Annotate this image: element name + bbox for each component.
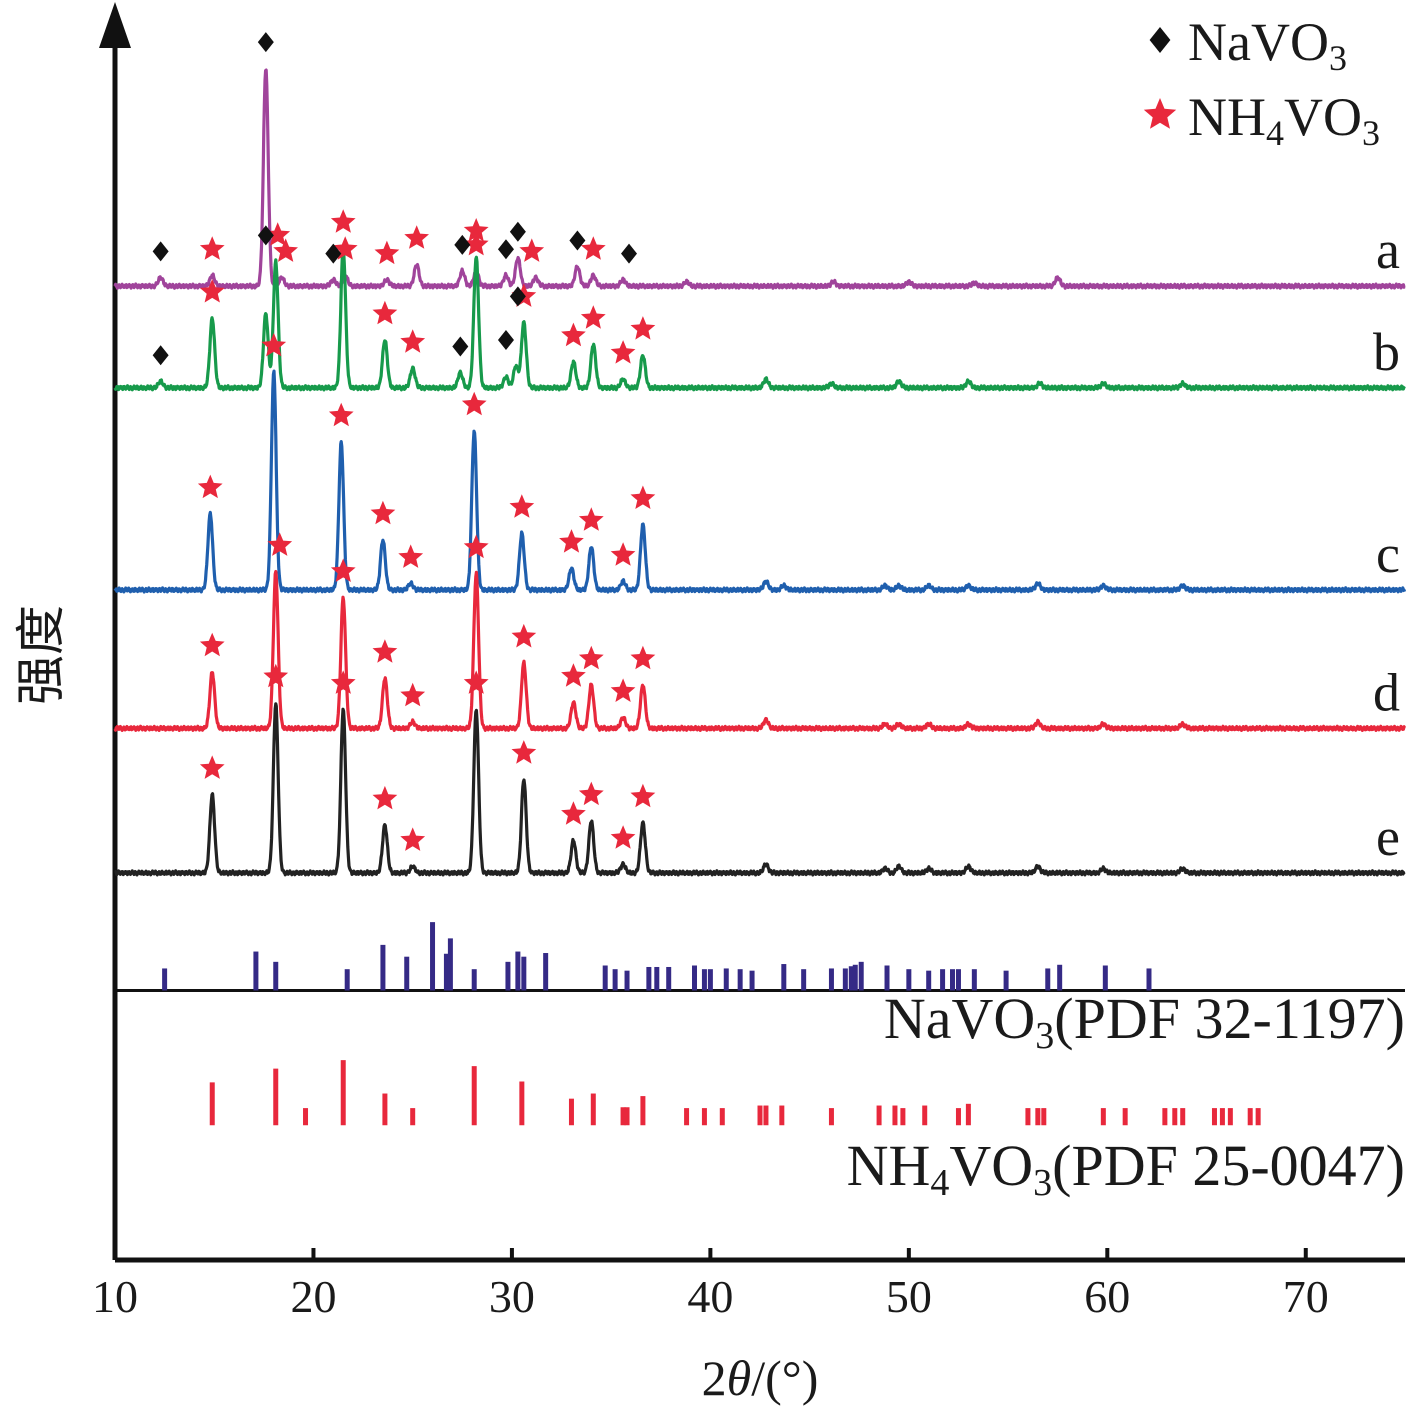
diamond-marker [509, 221, 526, 242]
star-marker [199, 279, 225, 303]
star-marker [463, 670, 489, 694]
star-marker [511, 623, 537, 648]
diamond-marker [621, 243, 638, 264]
star-marker [330, 558, 356, 582]
star-marker [273, 238, 298, 262]
star-marker [330, 209, 356, 233]
reference-pattern-0: NaVO3(PDF 32-1197) [115, 922, 1405, 1057]
diamond-marker [452, 336, 469, 357]
series-label-a: a [1376, 220, 1400, 280]
x-tick-label: 10 [92, 1271, 138, 1322]
star-marker [400, 827, 426, 851]
peak-markers [152, 32, 656, 851]
star-marker [328, 402, 354, 427]
star-marker [578, 781, 604, 806]
series-line-d [113, 569, 1407, 732]
series-label-b: b [1373, 322, 1400, 382]
series-label-c: c [1376, 524, 1400, 584]
star-marker [199, 755, 225, 779]
series-line-c [113, 369, 1407, 594]
x-tick-label: 30 [489, 1271, 535, 1322]
star-marker [261, 332, 287, 357]
diamond-marker [569, 230, 586, 251]
diamond-marker [152, 345, 169, 366]
star-marker [561, 663, 586, 687]
star-marker [610, 678, 636, 702]
star-marker [461, 391, 487, 416]
star-marker [578, 507, 604, 531]
star-marker [330, 670, 356, 694]
star-marker [400, 329, 426, 353]
star-marker [199, 632, 225, 657]
legend-label: NaVO3 [1188, 12, 1347, 78]
legend-label: NH4VO3 [1188, 87, 1380, 153]
series-line-e [113, 702, 1406, 877]
star-marker [580, 236, 606, 260]
star-marker [630, 316, 656, 340]
reference-label: NH4VO3(PDF 25-0047) [847, 1133, 1405, 1204]
star-marker [404, 225, 429, 249]
star-marker [630, 783, 656, 808]
star-marker [511, 740, 537, 764]
diamond-marker [152, 241, 169, 262]
star-marker [519, 238, 545, 262]
y-axis-title: 强度 [13, 605, 69, 705]
star-marker [509, 494, 535, 518]
diamond-marker [509, 286, 526, 307]
x-tick-label: 40 [687, 1271, 733, 1322]
reference-pattern-1: NH4VO3(PDF 25-0047) [209, 1060, 1405, 1204]
star-marker [463, 231, 489, 256]
star-marker [372, 785, 398, 810]
axes: 10 20 30 40 50 60 70 2θ/(°) 强度 [13, 2, 1405, 1406]
series-label-e: e [1376, 807, 1400, 867]
series-label-d: d [1373, 662, 1400, 722]
star-marker [559, 529, 584, 553]
star-marker [630, 485, 656, 509]
series-line-b [113, 247, 1406, 392]
y-axis-arrow [99, 2, 131, 48]
star-marker [267, 532, 293, 556]
diamond-marker [325, 243, 342, 264]
legend-entry-1: NH4VO3 [1143, 87, 1380, 153]
legend-entry-0: NaVO3 [1149, 12, 1347, 78]
star-marker [610, 825, 636, 849]
star-marker [578, 645, 604, 670]
diamond-marker [497, 239, 514, 260]
star-marker [372, 639, 398, 663]
diamond-marker [454, 234, 471, 255]
star-marker [263, 663, 289, 688]
star-marker [370, 500, 396, 525]
star-marker [374, 240, 400, 265]
x-tick-label: 60 [1084, 1271, 1130, 1322]
reference-patterns: NaVO3(PDF 32-1197) NH4VO3(PDF 25-0047) [115, 922, 1405, 1204]
series-group: ab c d e [113, 68, 1407, 877]
x-tick-label: 70 [1283, 1271, 1329, 1322]
star-marker [199, 236, 225, 260]
diamond-marker [497, 329, 514, 350]
x-tick-label: 20 [290, 1271, 336, 1322]
star-marker [372, 300, 398, 325]
diamond-marker [257, 32, 274, 53]
star-marker [463, 534, 489, 559]
diamond-marker [257, 225, 274, 246]
star-marker [265, 222, 291, 246]
star-marker [561, 322, 586, 347]
star-marker [561, 801, 586, 825]
star-marker [630, 645, 656, 670]
reference-label: NaVO3(PDF 32-1197) [884, 986, 1405, 1057]
star-marker [400, 682, 426, 707]
legend-diamond-icon [1149, 27, 1171, 53]
legend: NaVO3 NH4VO3 [1143, 12, 1380, 153]
legend-star-icon [1143, 98, 1177, 129]
star-marker [580, 305, 606, 329]
star-marker [610, 542, 636, 566]
x-axis-title: 2θ/(°) [702, 1350, 819, 1406]
star-marker [463, 218, 489, 242]
star-marker [197, 474, 223, 499]
star-marker [398, 544, 424, 568]
series-line-a [113, 68, 1406, 290]
star-marker [610, 340, 636, 364]
x-tick-label: 50 [886, 1271, 932, 1322]
